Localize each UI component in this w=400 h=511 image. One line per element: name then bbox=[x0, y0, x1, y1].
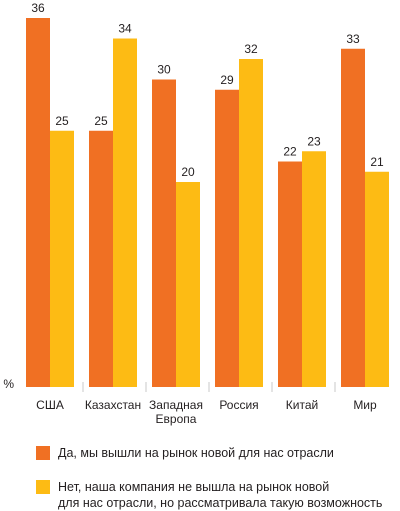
bar-yes bbox=[278, 161, 302, 387]
data-labels: 36 25 25 34 30 20 29 32 22 23 33 21 bbox=[31, 1, 384, 179]
category-separators bbox=[82, 382, 336, 392]
data-label: 25 bbox=[94, 114, 108, 128]
category-label: Китай bbox=[286, 398, 318, 412]
category-label: Европа bbox=[156, 412, 197, 426]
data-label: 21 bbox=[370, 155, 384, 169]
bar-yes bbox=[89, 130, 113, 387]
bar-chart: 36 25 25 34 30 20 29 32 22 23 33 21 США Казахстан Зап… bbox=[3, 1, 389, 426]
data-label: 30 bbox=[157, 63, 171, 77]
bars bbox=[26, 18, 389, 387]
data-label: 23 bbox=[307, 134, 321, 148]
category-label: Мир bbox=[353, 398, 377, 412]
data-label: 36 bbox=[31, 1, 45, 15]
bar-yes bbox=[26, 18, 50, 387]
bar-yes bbox=[152, 79, 176, 387]
data-label: 34 bbox=[118, 22, 132, 36]
category-label: США bbox=[36, 398, 64, 412]
data-label: 25 bbox=[55, 114, 69, 128]
data-label: 33 bbox=[346, 32, 360, 46]
bar-no bbox=[302, 151, 326, 387]
category-label: Россия bbox=[219, 398, 258, 412]
bar-no bbox=[113, 38, 137, 387]
data-label: 20 bbox=[181, 165, 195, 179]
y-axis-unit-label: % bbox=[3, 377, 14, 391]
bar-no bbox=[176, 182, 200, 387]
bar-no bbox=[50, 130, 74, 387]
bar-yes bbox=[341, 48, 365, 387]
bar-no bbox=[365, 171, 389, 387]
data-label: 32 bbox=[244, 42, 258, 56]
data-label: 29 bbox=[220, 73, 234, 87]
category-label: Казахстан bbox=[85, 398, 141, 412]
bar-yes bbox=[215, 89, 239, 387]
bar-no bbox=[239, 59, 263, 387]
legend-label-yes: Да, мы вышли на рынок новой для нас отра… bbox=[58, 446, 334, 460]
legend-swatch-yes bbox=[36, 446, 50, 460]
category-label: Западная bbox=[149, 398, 203, 412]
data-label: 22 bbox=[283, 145, 297, 159]
legend-swatch-no bbox=[36, 480, 50, 494]
legend-label-no: Нет, наша компания не вышла на рынок нов… bbox=[58, 480, 383, 510]
